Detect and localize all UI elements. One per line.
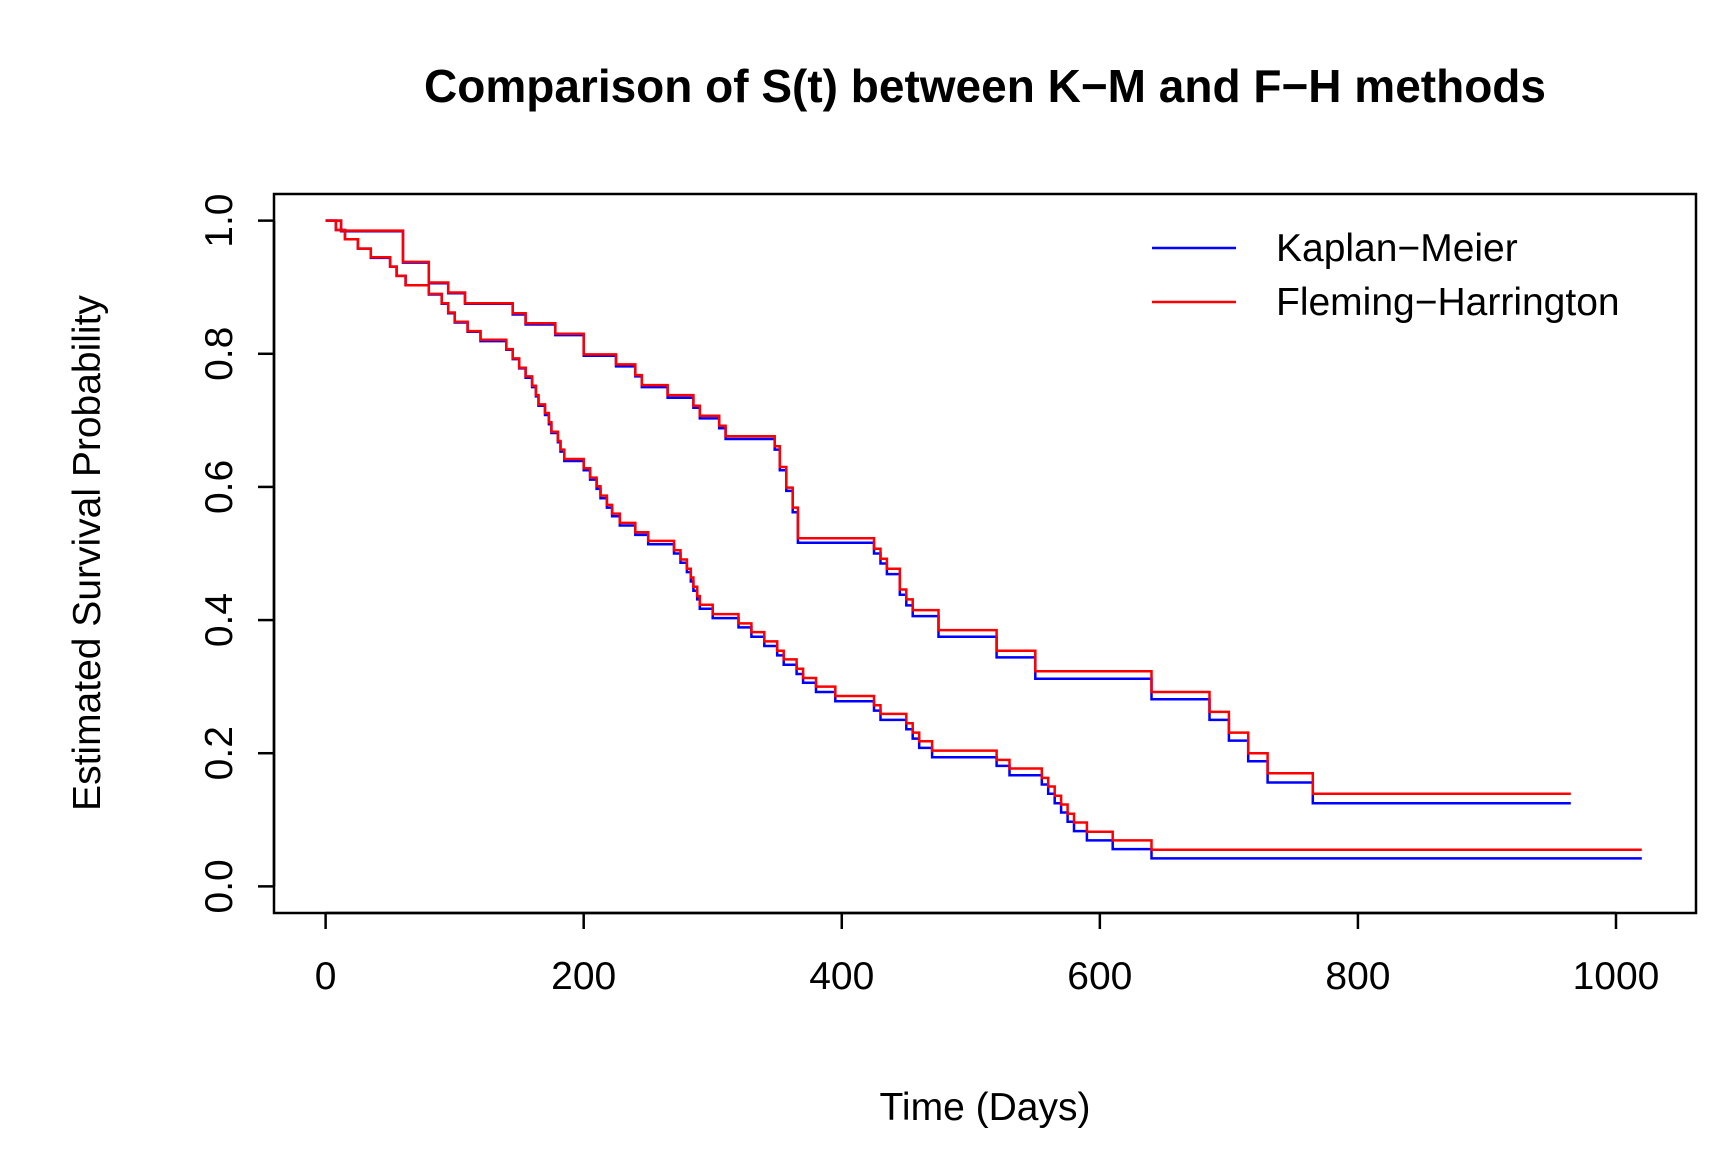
series-line-fleming-harrington-upper — [325, 219, 1571, 796]
x-tick-label: 1000 — [1573, 955, 1660, 998]
x-tick-label: 0 — [315, 955, 337, 998]
x-tick-label: 400 — [809, 955, 874, 998]
chart-title: Comparison of S(t) between K−M and F−H m… — [424, 60, 1546, 112]
x-tick-label: 800 — [1325, 955, 1390, 998]
legend-label: Fleming−Harrington — [1276, 281, 1620, 324]
x-tick-label: 200 — [551, 955, 616, 998]
legend-label: Kaplan−Meier — [1276, 227, 1518, 270]
y-tick-label: 0.0 — [198, 859, 241, 913]
x-axis: 0 200 400 600 800 1000 — [315, 911, 1660, 998]
x-axis-label: Time (Days) — [880, 1086, 1091, 1129]
y-tick-label: 0.2 — [198, 726, 241, 780]
y-axis: 0.0 0.2 0.4 0.6 0.8 1.0 — [198, 194, 276, 913]
series-line-fleming-harrington-lower — [325, 219, 1642, 852]
y-tick-label: 0.8 — [198, 327, 241, 381]
y-axis-label: Estimated Survival Probability — [66, 295, 109, 811]
legend: Kaplan−Meier Fleming−Harrington — [1152, 227, 1620, 324]
x-tick-label: 600 — [1067, 955, 1132, 998]
y-tick-label: 0.6 — [198, 460, 241, 514]
series-layer — [325, 219, 1642, 860]
y-tick-label: 1.0 — [198, 194, 241, 248]
y-tick-label: 0.4 — [198, 593, 241, 647]
